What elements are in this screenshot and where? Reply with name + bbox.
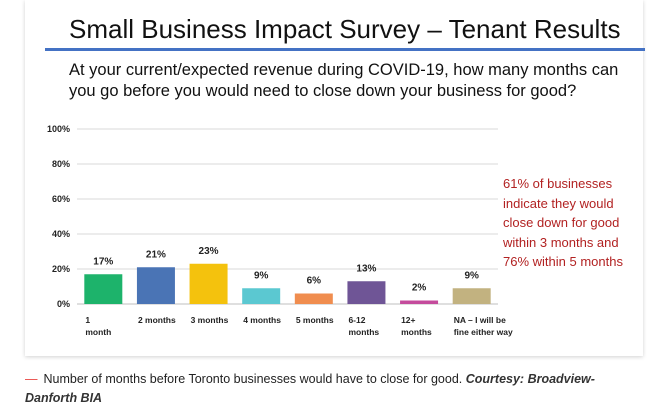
- y-tick-label: 0%: [57, 299, 70, 309]
- data-label: 9%: [254, 270, 269, 281]
- x-category-label: 5 months: [296, 315, 334, 325]
- survey-slide: Small Business Impact Survey – Tenant Re…: [25, 0, 645, 356]
- x-category-label: months: [401, 327, 432, 337]
- x-category-label: 6-12: [348, 315, 365, 325]
- data-label: 21%: [146, 249, 166, 260]
- y-tick-label: 60%: [52, 194, 70, 204]
- x-category-label: months: [348, 327, 379, 337]
- chart-annotation: 61% of businesses indicate they would cl…: [503, 176, 623, 269]
- y-tick-label: 80%: [52, 159, 70, 169]
- image-caption: — Number of months before Toronto busines…: [25, 370, 645, 408]
- bar: [452, 288, 491, 304]
- bar: [400, 300, 439, 304]
- x-category-label: 3 months: [191, 315, 229, 325]
- y-tick-label: 20%: [52, 264, 70, 274]
- slide-title: Small Business Impact Survey – Tenant Re…: [69, 14, 621, 44]
- data-label: 2%: [412, 283, 427, 294]
- caption-dash: —: [25, 372, 38, 386]
- caption-text: Number of months before Toronto business…: [43, 372, 463, 386]
- x-category-label: 4 months: [243, 315, 281, 325]
- x-category-label: 1: [85, 315, 90, 325]
- x-category-label: NA – I will be: [454, 315, 506, 325]
- x-category-label: 2 months: [138, 315, 176, 325]
- bar-chart: 0% 20% 40% 60% 80% 100% 17% 1 month 21% 2 months 23…: [47, 124, 513, 337]
- x-category-label: fine either way: [454, 327, 513, 337]
- x-category-label: 12+: [401, 315, 415, 325]
- bar: [136, 267, 175, 304]
- data-label: 23%: [199, 246, 219, 257]
- data-label: 17%: [93, 256, 113, 267]
- bar: [84, 274, 123, 304]
- bar: [189, 263, 228, 304]
- data-label: 6%: [307, 276, 322, 287]
- x-category-label: month: [85, 327, 111, 337]
- caption-credit: Courtesy: Broadview-Danforth BIA: [25, 372, 595, 405]
- data-label: 9%: [464, 270, 479, 281]
- title-underline: [45, 48, 645, 51]
- data-label: 13%: [356, 263, 376, 274]
- y-tick-label: 40%: [52, 229, 70, 239]
- bar: [294, 293, 333, 304]
- bar: [242, 288, 281, 304]
- survey-question: At your current/expected revenue during …: [69, 61, 619, 100]
- y-tick-label: 100%: [47, 124, 70, 134]
- bar: [347, 281, 386, 304]
